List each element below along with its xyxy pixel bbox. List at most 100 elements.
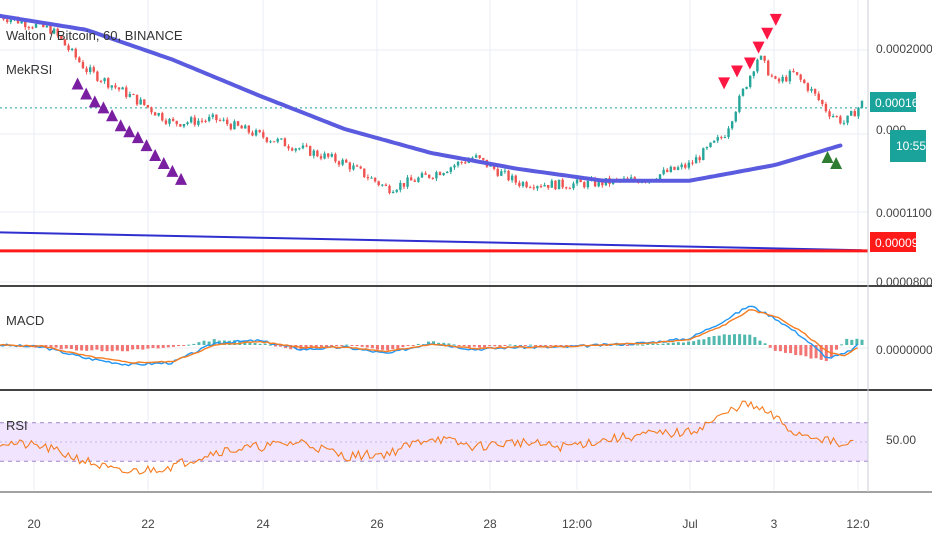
macd-histogram-bar: [477, 345, 481, 348]
buy-signal-triangle: [106, 109, 119, 122]
macd-histogram-bar: [401, 345, 405, 348]
candle-body: [684, 164, 687, 168]
candle-body: [446, 171, 449, 174]
candle-body: [550, 180, 554, 188]
buy-signal-triangle: [114, 119, 127, 132]
candle-body: [525, 182, 528, 188]
candle-body: [781, 76, 784, 82]
candle-body: [795, 72, 799, 75]
macd-histogram-bar: [248, 342, 252, 345]
candle-body: [474, 155, 478, 158]
macd-histogram-bar: [187, 344, 191, 346]
macd-histogram-bar: [549, 345, 553, 346]
candle-body: [244, 125, 247, 129]
candle-body: [464, 162, 467, 164]
macd-histogram-bar: [646, 343, 650, 345]
candle-body: [846, 115, 849, 123]
macd-histogram-bar: [345, 344, 349, 346]
moving-average-line: [0, 13, 843, 183]
macd-histogram-bar: [233, 340, 237, 345]
macd-histogram-bar: [712, 336, 716, 345]
candle-body: [67, 45, 70, 51]
candle-body: [456, 161, 460, 166]
macd-histogram-bar: [850, 339, 854, 345]
candle-body: [810, 88, 813, 91]
buy-signal-triangle: [97, 101, 110, 114]
candle-body: [153, 112, 157, 116]
candle-body: [482, 157, 485, 160]
macd-histogram-bar: [559, 345, 563, 346]
macd-histogram-bar: [54, 345, 58, 348]
candle-body: [734, 111, 737, 122]
time-label: 12:00: [562, 517, 592, 531]
level-price-value: 0.0000937: [875, 236, 932, 250]
candle-body: [128, 94, 132, 97]
candle-body: [110, 85, 114, 88]
macd-histogram-bar: [80, 345, 84, 351]
candle-body: [853, 111, 856, 117]
macd-histogram-bar: [692, 341, 696, 345]
candle-body: [842, 122, 846, 124]
candle-body: [107, 78, 110, 88]
sell-signal-triangle: [752, 41, 765, 54]
macd-histogram-bar: [335, 345, 339, 347]
candle-body: [207, 116, 211, 121]
candle-body: [341, 159, 344, 165]
rsi-panel[interactable]: [0, 400, 868, 475]
green-signal-triangle: [830, 156, 843, 169]
macd-histogram-bar: [136, 345, 140, 350]
macd-histogram-bar: [615, 344, 619, 346]
macd-histogram-bar: [59, 345, 63, 350]
macd-histogram-bar: [411, 345, 415, 346]
time-label: Jul: [682, 517, 697, 531]
candle-body: [575, 179, 579, 184]
candle-body: [730, 121, 734, 129]
candle-body: [738, 95, 741, 112]
candle-body: [759, 55, 763, 60]
macd-histogram-bar: [258, 343, 262, 345]
candle-body: [355, 165, 359, 167]
time-label: 12:0: [846, 517, 870, 531]
last-price-value: 0.0001657: [875, 96, 932, 110]
candle-body: [709, 142, 712, 148]
macd-panel[interactable]: [0, 305, 864, 367]
candle-body: [103, 78, 106, 82]
candle-body: [45, 25, 49, 28]
macd-histogram-bar: [462, 345, 466, 346]
macd-histogram-bar: [829, 345, 833, 358]
macd-histogram-bar: [452, 344, 456, 346]
candle-body: [788, 71, 792, 82]
candle-body: [60, 35, 63, 40]
candle-body: [171, 118, 175, 121]
macd-histogram-bar: [483, 345, 487, 348]
candle-body: [247, 125, 251, 133]
candle-body: [557, 179, 561, 190]
candle-body: [88, 67, 92, 72]
candle-body: [601, 179, 604, 186]
sell-signal-triangle: [761, 27, 774, 40]
candle-body: [774, 76, 777, 79]
macd-histogram-bar: [268, 344, 272, 346]
price-panel[interactable]: [0, 13, 868, 253]
rsi-band: [0, 422, 868, 462]
macd-histogram-bar: [513, 344, 517, 346]
candle-body: [583, 182, 586, 188]
macd-histogram-bar: [171, 345, 175, 347]
symbol-title: Walton / Bitcoin, 60, BINANCE: [6, 28, 183, 43]
macd-histogram-bar: [447, 343, 451, 345]
candle-body: [254, 130, 258, 136]
buy-signal-triangle: [80, 87, 93, 100]
candle-body: [478, 155, 481, 158]
macd-histogram-bar: [697, 339, 701, 345]
candle-body: [413, 180, 416, 182]
time-axis[interactable]: 20 22 24 26 28 12:00 Jul 3 12:0: [27, 517, 870, 531]
candle-body: [9, 19, 13, 22]
candle-body: [500, 171, 503, 176]
candle-body: [348, 162, 352, 170]
time-label: 24: [256, 517, 270, 531]
buy-signal-triangle: [166, 164, 179, 177]
macd-histogram-bar: [105, 345, 109, 352]
candle-body: [388, 185, 391, 194]
macd-histogram-bar: [365, 345, 369, 348]
